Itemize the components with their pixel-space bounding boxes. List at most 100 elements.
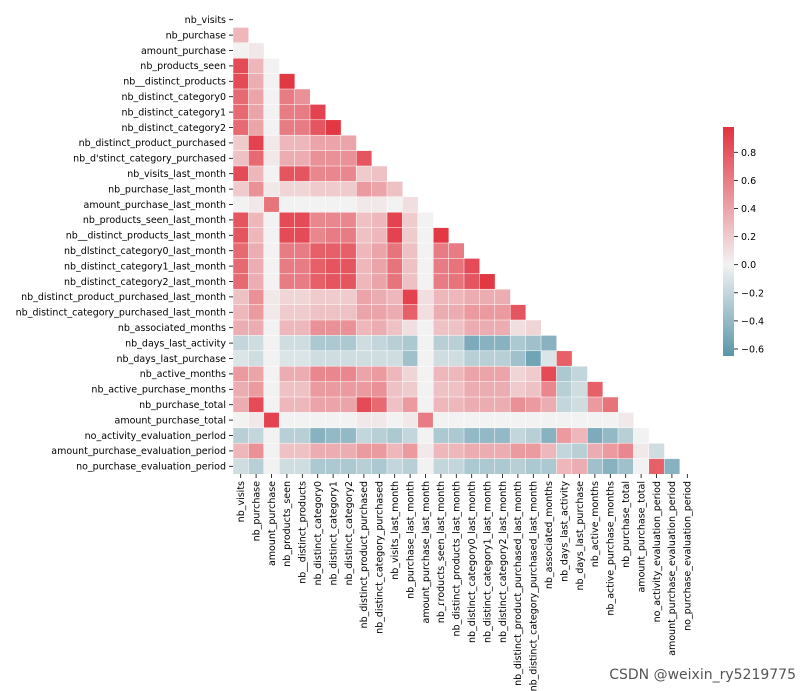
heatmap-cell [340, 381, 357, 398]
heatmap-cell [263, 88, 280, 105]
y-tick-label: amount_purchase_total [115, 415, 227, 426]
heatmap-cell [294, 119, 311, 136]
heatmap-cell [402, 458, 419, 475]
heatmap-cell [309, 181, 326, 198]
heatmap-cell [278, 73, 296, 90]
heatmap-cell [402, 242, 419, 259]
heatmap-cell [325, 181, 342, 198]
heatmap-cell [355, 319, 373, 336]
x-tick-label: nb_visits_last_month [390, 481, 401, 580]
heatmap-cell [602, 427, 619, 444]
x-tick-label: nb_visits [236, 481, 247, 522]
colorbar-tick-label: 0.6 [741, 176, 756, 187]
heatmap-cell [494, 381, 511, 398]
heatmap-cell [432, 242, 450, 259]
heatmap-cell [325, 381, 342, 398]
x-tick-label: nb_active_months [590, 481, 601, 567]
heatmap-cell [432, 288, 450, 306]
heatmap-cell [571, 396, 588, 413]
y-tick-label: nb_days_last_purchase [117, 354, 227, 365]
heatmap-cell [448, 258, 465, 275]
x-tick-label: nb_distinct_category2 [344, 481, 355, 586]
y-tick-label: nb_products_seen_last_month [83, 215, 226, 226]
heatmap-cell [263, 427, 280, 444]
colorbar-tick-label: −0.6 [741, 344, 764, 355]
heatmap-cell [278, 134, 296, 152]
heatmap-cell [309, 335, 326, 352]
heatmap-cell [325, 165, 342, 182]
heatmap-cell [309, 150, 326, 167]
heatmap-cell [355, 273, 373, 290]
heatmap-cell [278, 196, 296, 213]
heatmap-cell [278, 350, 296, 367]
heatmap-cell [355, 258, 373, 275]
heatmap-cell [263, 412, 280, 429]
heatmap-cell [232, 57, 249, 75]
heatmap-cell [586, 412, 604, 429]
heatmap-cell [263, 196, 280, 213]
heatmap-cell [371, 227, 388, 244]
heatmap-cell [386, 442, 403, 460]
heatmap-cell [402, 258, 419, 275]
heatmap-cell [325, 119, 342, 136]
heatmap-cell [509, 442, 527, 460]
heatmap-cell [340, 427, 357, 444]
heatmap-cell [325, 427, 342, 444]
x-tick-label: nb_distinct_product_purchased_last_month [513, 481, 524, 686]
heatmap-cell [602, 458, 619, 475]
heatmap-cell [263, 396, 280, 413]
heatmap-cell [232, 227, 249, 244]
heatmap-cell [232, 150, 249, 167]
colorbar-tick-label: −0.2 [741, 288, 764, 299]
heatmap-cell [586, 458, 604, 475]
heatmap-cell [355, 288, 373, 306]
heatmap-cell [263, 73, 280, 90]
heatmap-cell [232, 365, 249, 383]
heatmap-cell [463, 335, 480, 352]
heatmap-cell [371, 442, 388, 460]
heatmap-cell [278, 442, 296, 460]
y-tick-label: nb_purchase [166, 30, 227, 41]
heatmap-cell [232, 165, 249, 182]
heatmap-cell [340, 442, 357, 460]
heatmap-cell [294, 381, 311, 398]
heatmap-cell [278, 458, 296, 475]
heatmap-cell [263, 258, 280, 275]
heatmap-cell [340, 288, 357, 306]
heatmap-cell [278, 150, 296, 167]
heatmap-cell [294, 365, 311, 383]
heatmap-cell [278, 288, 296, 306]
heatmap-cell [263, 381, 280, 398]
heatmap-cell [586, 381, 604, 398]
heatmap-cell [355, 335, 373, 352]
heatmap-cell [509, 319, 527, 336]
heatmap-cell [417, 211, 434, 229]
heatmap-cell [263, 227, 280, 244]
heatmap-cell [417, 442, 434, 460]
heatmap-cell [340, 304, 357, 321]
heatmap-cell [525, 396, 542, 413]
heatmap-cell [402, 365, 419, 383]
heatmap-cell [294, 273, 311, 290]
x-tick-label: nb_distinct_category0 [313, 481, 324, 586]
heatmap-cell [232, 104, 249, 121]
heatmap-cell [278, 335, 296, 352]
heatmap-cell [355, 412, 373, 429]
heatmap-cell [448, 288, 465, 306]
heatmap-cell [525, 442, 542, 460]
heatmap-cell [386, 365, 403, 383]
heatmap-cell [248, 73, 265, 90]
heatmap-cell [479, 335, 496, 352]
heatmap-cell [571, 427, 588, 444]
heatmap-cell [263, 273, 280, 290]
heatmap-cell [325, 350, 342, 367]
heatmap-cell [371, 258, 388, 275]
heatmap-cell [494, 442, 511, 460]
heatmap-cell [355, 458, 373, 475]
heatmap-cell [309, 350, 326, 367]
x-tick-label: nb_distinct_products_last_month [452, 481, 463, 636]
x-tick-label: nb_distinct_category2_last_month [498, 481, 509, 643]
heatmap-cell [617, 427, 634, 444]
heatmap-cell [432, 442, 450, 460]
